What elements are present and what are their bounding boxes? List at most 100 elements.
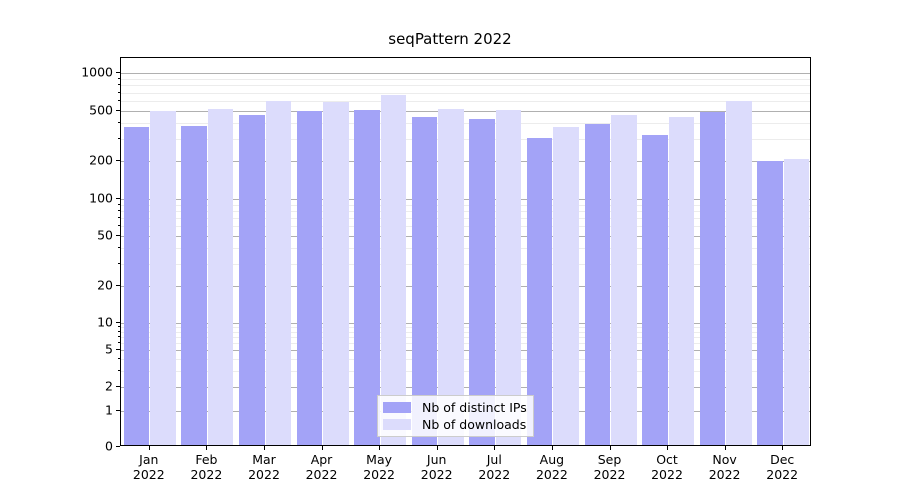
- y-axis-tick-label: 2: [105, 378, 113, 394]
- bar: [757, 161, 783, 445]
- bar: [469, 119, 495, 445]
- legend-swatch-icon: [383, 402, 411, 413]
- bar: [584, 124, 610, 445]
- y-axis-tick-mark: [116, 386, 120, 387]
- y-axis-tick-mark-minor: [118, 91, 120, 93]
- y-axis-tick-mark-minor: [118, 247, 120, 249]
- y-axis-tick-label: 1000: [81, 64, 113, 80]
- x-axis-tick-mark: [494, 446, 496, 450]
- y-axis-tick-label: 10: [97, 314, 113, 330]
- x-axis-tick-year: 2022: [651, 467, 683, 482]
- bar: [642, 134, 668, 445]
- chart-legend[interactable]: Nb of distinct IPs Nb of downloads: [377, 395, 534, 437]
- bar: [699, 111, 726, 445]
- chart-title: seqPattern 2022: [388, 30, 512, 48]
- legend-swatch-icon: [383, 419, 411, 430]
- bar: [438, 109, 464, 445]
- x-axis-tick-mark: [436, 446, 438, 450]
- y-axis-tick-label: 5: [105, 341, 113, 357]
- gridline-minor: [121, 370, 810, 372]
- bar: [783, 158, 810, 445]
- legend-label: Nb of distinct IPs: [422, 400, 527, 415]
- bar: [123, 127, 150, 445]
- y-axis-tick-labels: 1000 500 200 100 50 20 10 5 2 1 0: [55, 0, 113, 500]
- gridline-major: [121, 387, 810, 388]
- x-axis-tick-label: Oct 2022: [627, 452, 707, 482]
- x-axis-tick-label: Nov 2022: [685, 452, 765, 482]
- x-axis-tick-year: 2022: [708, 467, 741, 482]
- x-axis-tick-year: 2022: [190, 467, 223, 482]
- y-axis-tick-mark: [116, 410, 120, 411]
- y-axis-tick-label: 50: [97, 227, 113, 243]
- gridline-minor: [121, 327, 810, 329]
- x-axis-tick-month: Dec: [770, 452, 795, 467]
- y-axis-tick-mark-minor: [118, 122, 120, 124]
- x-axis-tick-year: 2022: [478, 467, 511, 482]
- gridline-minor: [121, 123, 810, 125]
- gridline-minor: [121, 85, 810, 87]
- x-axis-tick-month: Mar: [252, 452, 276, 467]
- bar: [553, 127, 579, 445]
- gridline-minor: [121, 101, 810, 102]
- gridline-major: [121, 323, 810, 324]
- legend-item[interactable]: Nb of distinct IPs: [383, 399, 527, 416]
- x-axis-tick-mark: [782, 446, 784, 450]
- y-axis-tick-mark-minor: [118, 326, 120, 328]
- y-axis-tick-mark: [116, 110, 120, 111]
- y-axis-tick-mark-minor: [118, 262, 120, 264]
- y-axis-tick-label: 20: [97, 277, 113, 293]
- y-axis-tick-mark-minor: [118, 137, 120, 139]
- x-axis-tick-mark: [148, 446, 150, 450]
- x-axis-tick-mark: [321, 446, 323, 450]
- x-axis-tick-label: Aug 2022: [512, 452, 592, 482]
- x-axis-tick-label: Jun 2022: [397, 452, 477, 482]
- x-axis-tick-mark: [667, 446, 668, 450]
- gridline-major: [121, 236, 810, 237]
- legend-item[interactable]: Nb of downloads: [383, 416, 527, 433]
- bar: [207, 108, 234, 445]
- gridline-minor: [121, 226, 810, 228]
- y-axis-tick-label: 500: [89, 102, 113, 118]
- bar: [239, 115, 265, 445]
- bar: [265, 101, 291, 445]
- bar: [296, 111, 322, 445]
- gridline-major: [121, 161, 810, 162]
- x-axis-tick-mark: [609, 446, 611, 450]
- bar: [526, 138, 553, 445]
- x-axis-tick-year: 2022: [766, 467, 799, 482]
- y-axis-tick-mark: [116, 198, 120, 199]
- x-axis-tick-year: 2022: [248, 467, 280, 482]
- x-axis-tick-month: Feb: [195, 452, 218, 467]
- y-axis-tick-mark-minor: [118, 341, 120, 343]
- gridline-minor: [121, 359, 810, 360]
- x-axis-tick-label: Mar 2022: [224, 452, 304, 482]
- gridline-minor: [121, 336, 810, 338]
- y-axis-tick-mark: [116, 446, 120, 447]
- plot-area: [120, 57, 811, 446]
- bar: [726, 101, 752, 445]
- gridline-minor: [121, 218, 810, 219]
- x-axis-tick-mark: [379, 446, 381, 450]
- gridline-minor: [121, 331, 810, 333]
- x-axis-tick-month: May: [366, 452, 393, 467]
- legend-label: Nb of downloads: [422, 417, 527, 432]
- y-axis-tick-mark-minor: [118, 217, 120, 219]
- gridline-minor: [121, 138, 810, 140]
- x-axis-tick-mark: [551, 446, 553, 450]
- bar: [668, 116, 694, 445]
- gridline-major: [121, 350, 810, 351]
- y-axis-tick-mark: [116, 235, 120, 236]
- x-axis-tick-month: Jul: [486, 452, 502, 467]
- gridline-minor: [121, 210, 810, 212]
- gridline-major: [121, 199, 810, 200]
- y-axis-tick-mark: [116, 72, 120, 73]
- y-axis-tick-mark-minor: [118, 77, 120, 79]
- y-axis-tick-mark-minor: [118, 369, 120, 371]
- x-axis-tick-month: Aug: [539, 452, 565, 467]
- y-axis-tick-label: 200: [89, 152, 113, 168]
- y-axis-tick-mark-minor: [118, 203, 120, 205]
- y-axis-tick-mark-minor: [118, 209, 120, 211]
- gridline-major: [121, 286, 810, 287]
- bar: [354, 109, 380, 445]
